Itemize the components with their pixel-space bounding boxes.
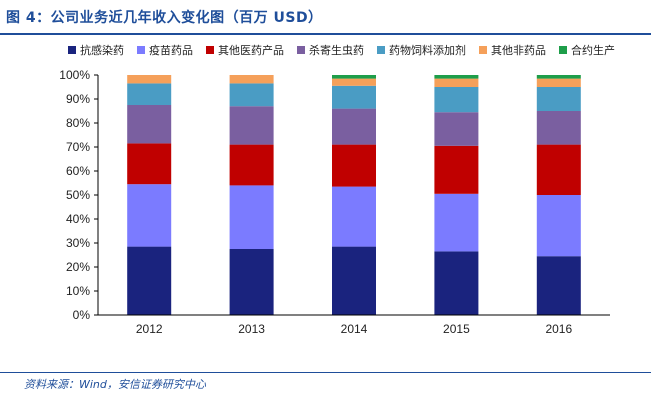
bar-segment [536,256,581,315]
bar-segment [434,87,479,113]
figure-title: 图 4：公司业务近几年收入变化图（百万 USD） [6,10,323,26]
y-tick-label: 100% [59,68,90,82]
y-tick-label: 20% [66,260,90,274]
legend-swatch [137,46,145,54]
bar-segment [127,143,172,185]
bar-segment [536,195,581,257]
y-tick-label: 50% [66,188,90,202]
bar-segment [434,193,479,252]
x-tick-label: 2014 [341,322,368,336]
legend-swatch [297,46,305,54]
legend-item: 药物饲料添加剂 [377,42,466,58]
bar-segment [332,246,376,315]
legend-label: 药物饲料添加剂 [389,44,466,57]
legend-label: 抗感染药 [80,44,124,57]
bar-segment [332,108,376,145]
bar-segment [127,105,172,144]
source-divider [0,372,651,373]
bar-segment [536,144,581,195]
bar-segment [332,85,376,109]
bar-segment [536,75,581,79]
y-tick-label: 40% [66,212,90,226]
legend-item: 合约生产 [559,42,615,58]
bar-segment [332,144,376,187]
legend-item: 其他非药品 [479,42,546,58]
x-tick-label: 2013 [238,322,265,336]
x-tick-label: 2016 [545,322,572,336]
legend-label: 杀寄生虫药 [309,44,364,57]
bar-segment [536,87,581,111]
legend-swatch [206,46,214,54]
bar-segment [332,186,376,247]
stacked-bar-chart: 0% 10% 20% 30% 40% 50% 60% 70% 80% 90% 100% 2012 201… [59,68,610,336]
bar-segment [536,78,581,87]
bar-segment [127,184,172,247]
bar-segment [229,249,274,315]
legend-item: 其他医药产品 [206,42,284,58]
bar-segment [434,112,479,146]
legend-item: 抗感染药 [68,42,124,58]
legend-swatch [559,46,567,54]
bar-segment [127,75,172,84]
bar-segment [229,83,274,107]
bar-segment [229,144,274,186]
legend-swatch [68,46,76,54]
legend-item: 疫苗药品 [137,42,193,58]
legend-item: 杀寄生虫药 [297,42,364,58]
legend-label: 其他医药产品 [218,44,284,57]
chart-legend: 抗感染药 疫苗药品 其他医药产品 杀寄生虫药 药物饲料添加剂 其他非药品 合约生产 [68,43,648,57]
title-divider [0,33,651,35]
bar-segment [127,83,172,105]
bar-segment [434,145,479,194]
y-tick-label: 70% [66,140,90,154]
y-tick-label: 0% [73,308,91,322]
bar-segment [332,78,376,86]
bar-segment [536,111,581,145]
legend-swatch [377,46,385,54]
bar-segment [229,185,274,249]
y-tick-label: 80% [66,116,90,130]
legend-label: 疫苗药品 [149,44,193,57]
y-tick-label: 10% [66,284,90,298]
y-tick-label: 30% [66,236,90,250]
source-note: 资料来源：Wind，安信证券研究中心 [24,378,206,391]
bar-segment [434,75,479,79]
bar-segment [434,251,479,315]
y-tick-label: 90% [66,92,90,106]
bar-segment [229,106,274,145]
legend-label: 其他非药品 [491,44,546,57]
bar-segment [127,246,172,315]
bar-segment [229,75,274,84]
y-tick-label: 60% [66,164,90,178]
x-tick-label: 2015 [443,322,470,336]
x-tick-label: 2012 [136,322,163,336]
legend-label: 合约生产 [571,44,615,57]
bar-segment [434,78,479,87]
bar-segment [332,75,376,79]
legend-swatch [479,46,487,54]
